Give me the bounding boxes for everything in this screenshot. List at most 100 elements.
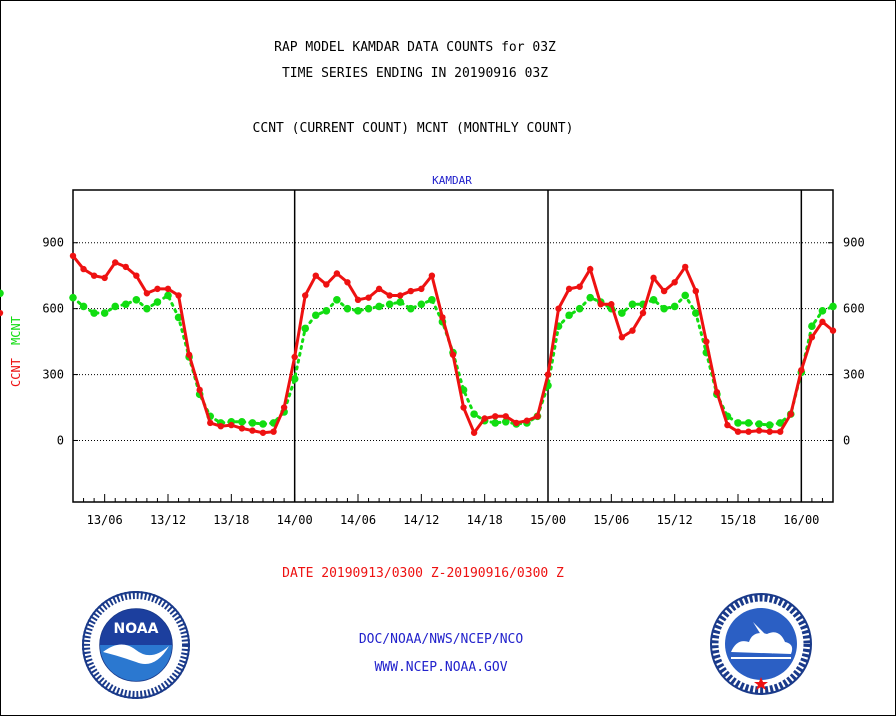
- y-tick-label-left-300: 300: [42, 368, 64, 382]
- point-mcnt-30: [354, 307, 362, 315]
- point-ccnt-9: [133, 272, 140, 279]
- x-tick-label-15-06: 15/06: [593, 513, 629, 527]
- point-ccnt-11: [154, 285, 161, 293]
- point-mcnt-28: [333, 296, 341, 304]
- website-link[interactable]: WWW.NCEP.NOAA.GOV: [374, 660, 508, 675]
- x-tick-label-14-06: 14/06: [340, 513, 376, 527]
- x-tick-label-13-18: 13/18: [213, 513, 249, 527]
- point-mcnt-4: [79, 302, 88, 311]
- point-mcnt-11: [153, 298, 162, 306]
- point-mcnt-33: [385, 300, 394, 309]
- point-ccnt-49: [555, 305, 562, 312]
- y-tick-label-right-300: 300: [843, 368, 865, 382]
- point-ccnt-68: [755, 427, 763, 434]
- nws-logo: [710, 593, 812, 695]
- point-mcnt-26: [311, 311, 320, 320]
- axis-labels: 0 0 300 300 600 600 900 900 13/06 13/12 13/18 14/00…: [42, 236, 864, 527]
- point-mcnt-51: [575, 304, 584, 313]
- point-mcnt-35: [406, 304, 415, 313]
- point-mcnt-73: [808, 322, 816, 331]
- point-ccnt-67: [745, 428, 752, 435]
- point-ccnt-8: [122, 263, 129, 271]
- chart-title-line2: TIME SERIES ENDING IN 20190916 03Z: [281, 66, 549, 81]
- point-ccnt-24: [291, 353, 298, 361]
- point-mcnt-69: [765, 421, 774, 429]
- chart-title-line1: RAP MODEL KAMDAR DATA COUNTS for 03Z: [274, 40, 556, 55]
- point-mcnt-59: [660, 304, 668, 313]
- y-axis-title-mcnt: MCNT: [9, 316, 23, 345]
- point-ccnt-69: [766, 428, 773, 435]
- point-mcnt-5: [90, 309, 98, 317]
- point-ccnt-16: [207, 419, 214, 427]
- point-ccnt-5: [90, 272, 98, 279]
- y-tick-label-left-900: 900: [42, 236, 64, 250]
- point-ccnt-30: [354, 296, 362, 304]
- point-ccnt-73: [808, 334, 816, 341]
- x-tick-label-15-12: 15/12: [657, 513, 693, 527]
- point-ccnt-45: [513, 419, 520, 427]
- y-axis-title-ccnt: CCNT: [9, 358, 23, 387]
- point-ccnt-64: [713, 388, 721, 396]
- point-ccnt-36: [418, 285, 425, 293]
- point-mcnt-19: [238, 418, 246, 426]
- point-ccnt-52: [587, 265, 594, 273]
- noaa-logo-text: NOAA: [114, 621, 159, 637]
- point-mcnt-13: [174, 313, 183, 322]
- point-mcnt-7: [111, 302, 120, 311]
- point-ccnt-28: [333, 270, 341, 277]
- point-ccnt-48: [544, 371, 552, 378]
- point-mcnt-27: [322, 307, 331, 315]
- point-ccnt-22: [270, 428, 277, 435]
- point-ccnt-59: [660, 287, 668, 295]
- point-mcnt-25: [301, 324, 310, 333]
- point-mcnt-70: [776, 419, 785, 427]
- point-mcnt-34: [396, 298, 405, 306]
- point-mcnt-75: [829, 302, 837, 311]
- series-layer: [0, 252, 837, 436]
- point-ccnt-50: [565, 285, 573, 293]
- point-ccnt-72: [798, 366, 805, 374]
- point-mcnt-36: [417, 300, 426, 309]
- org-name: DOC/NOAA/NWS/NCEP/NCO: [358, 632, 524, 647]
- point-ccnt-35: [407, 287, 414, 295]
- point-ccnt-31: [365, 294, 372, 301]
- point-ccnt-66: [734, 428, 742, 435]
- point-ccnt-63: [703, 338, 710, 345]
- point-ccnt-14: [185, 351, 193, 358]
- point-ccnt-37: [428, 272, 436, 279]
- point-ccnt-20: [249, 427, 256, 434]
- point-mcnt-6: [100, 309, 109, 317]
- point-mcnt-74: [818, 307, 827, 315]
- point-mcnt-8: [121, 300, 130, 309]
- point-ccnt-75: [829, 327, 837, 334]
- point-ccnt-57: [639, 309, 647, 317]
- point-ccnt-43: [492, 413, 499, 420]
- point-ccnt-3: [69, 252, 77, 260]
- point-ccnt-21: [259, 429, 267, 436]
- point-ccnt-17: [217, 422, 224, 430]
- point-ccnt-39: [449, 351, 457, 358]
- point-ccnt-40: [460, 404, 467, 411]
- y-tick-label-right-0: 0: [843, 433, 850, 447]
- point-mcnt-undefined: [0, 289, 4, 298]
- point-ccnt-53: [597, 301, 604, 308]
- point-ccnt-38: [439, 314, 446, 321]
- point-mcnt-62: [691, 309, 700, 317]
- point-ccnt-71: [787, 410, 794, 418]
- station-label: KAMDAR: [432, 174, 472, 187]
- chart-subtitle: CCNT (CURRENT COUNT) MCNT (MONTHLY COUNT…: [252, 121, 574, 136]
- point-ccnt-65: [724, 421, 731, 429]
- point-mcnt-56: [628, 300, 637, 309]
- point-ccnt-41: [470, 429, 478, 436]
- point-mcnt-32: [375, 302, 383, 311]
- point-mcnt-21: [259, 420, 267, 428]
- point-ccnt-61: [682, 263, 689, 271]
- point-mcnt-3: [69, 293, 77, 302]
- point-ccnt-55: [618, 334, 626, 341]
- point-ccnt-26: [312, 272, 319, 279]
- point-mcnt-60: [670, 302, 679, 311]
- point-ccnt-12: [164, 285, 172, 293]
- point-ccnt-47: [534, 413, 541, 420]
- x-tick-label-14-18: 14/18: [467, 513, 503, 527]
- point-ccnt-7: [112, 259, 119, 266]
